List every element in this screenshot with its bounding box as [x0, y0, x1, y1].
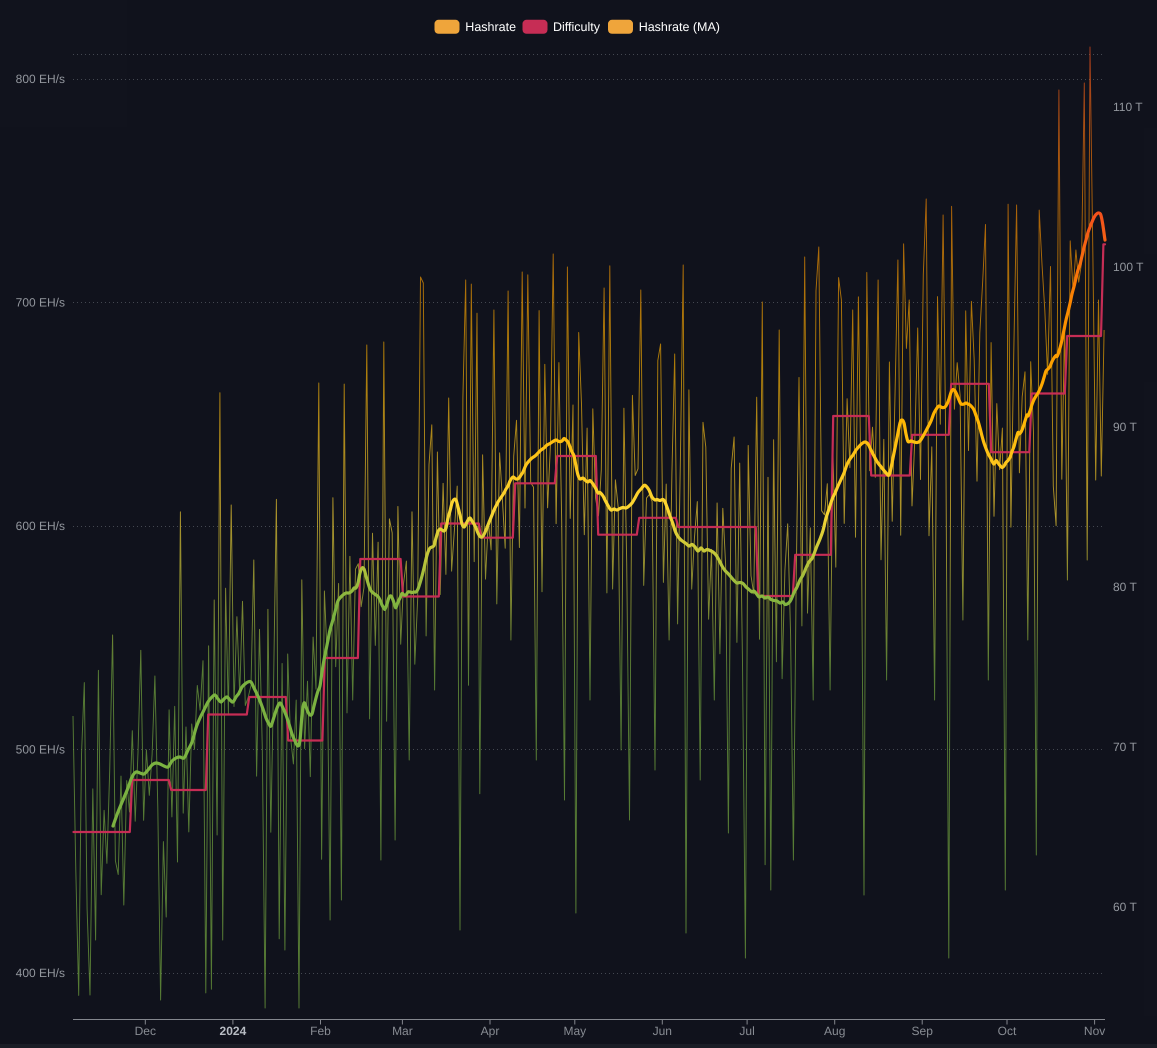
svg-text:Oct: Oct: [998, 1024, 1017, 1038]
svg-text:Difficulty: Difficulty: [553, 20, 601, 34]
svg-text:Dec: Dec: [135, 1024, 156, 1038]
svg-text:Mar: Mar: [392, 1024, 413, 1038]
svg-text:Nov: Nov: [1084, 1024, 1105, 1038]
svg-text:Hashrate (MA): Hashrate (MA): [639, 20, 720, 34]
svg-text:110 T: 110 T: [1113, 100, 1143, 114]
svg-text:Apr: Apr: [481, 1024, 500, 1038]
svg-text:700 EH/s: 700 EH/s: [16, 296, 65, 310]
svg-text:Aug: Aug: [824, 1024, 845, 1038]
svg-text:60 T: 60 T: [1113, 900, 1137, 914]
svg-text:400 EH/s: 400 EH/s: [16, 966, 65, 980]
svg-text:2024: 2024: [220, 1024, 247, 1038]
svg-text:Jun: Jun: [653, 1024, 672, 1038]
svg-text:80 T: 80 T: [1113, 580, 1137, 594]
svg-text:Feb: Feb: [310, 1024, 331, 1038]
svg-text:600 EH/s: 600 EH/s: [16, 519, 65, 533]
svg-text:May: May: [563, 1024, 586, 1038]
svg-text:Sep: Sep: [912, 1024, 934, 1038]
svg-text:100 T: 100 T: [1113, 260, 1144, 274]
svg-text:90 T: 90 T: [1113, 420, 1137, 434]
svg-text:Jul: Jul: [739, 1024, 754, 1038]
svg-text:70 T: 70 T: [1113, 740, 1137, 754]
svg-text:500 EH/s: 500 EH/s: [16, 743, 65, 757]
svg-text:800 EH/s: 800 EH/s: [16, 72, 65, 86]
svg-text:Hashrate: Hashrate: [465, 20, 516, 34]
